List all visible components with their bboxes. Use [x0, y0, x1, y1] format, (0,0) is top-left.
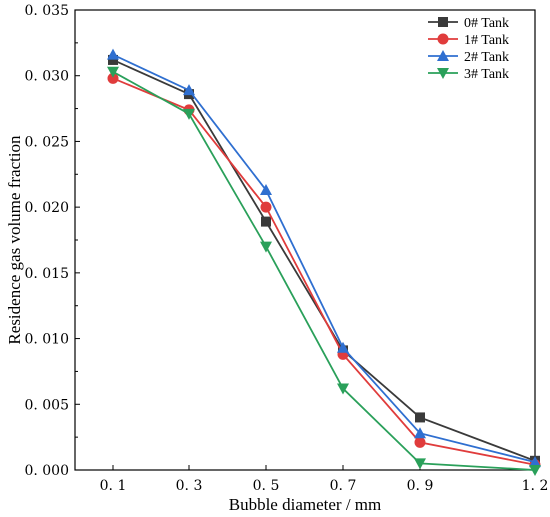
y-tick-label: 0. 015: [24, 266, 69, 282]
data-point: [107, 48, 119, 60]
series-3: [107, 66, 541, 476]
legend-item: 3# Tank: [428, 67, 509, 82]
x-axis-ticks: 0. 1 0. 3 0. 5 0. 7 0. 9 1. 2: [100, 465, 549, 494]
legend: 0# Tank 1# Tank 2# Tank 3# Tank: [428, 16, 509, 82]
y-tick-label: 0. 020: [24, 200, 69, 216]
y-axis-ticks: 0. 000 0. 005 0. 010 0. 015 0. 020 0. 025 0. 0…: [24, 3, 80, 479]
data-point: [108, 54, 118, 65]
data-point: [260, 201, 272, 213]
data-point: [414, 436, 426, 448]
data-point: [260, 241, 272, 253]
series-line: [112, 59, 536, 462]
series-0: [108, 54, 540, 466]
series-layer: [107, 48, 541, 476]
data-point: [414, 458, 426, 470]
legend-label: 0# Tank: [464, 16, 509, 31]
legend-marker: [437, 68, 449, 79]
data-point: [261, 216, 271, 227]
data-point: [529, 465, 541, 476]
series-line: [112, 70, 536, 471]
legend-label: 2# Tank: [464, 50, 509, 65]
y-tick-label: 0. 010: [24, 332, 69, 348]
series-2: [107, 48, 541, 468]
y-tick-label: 0. 005: [24, 397, 69, 413]
legend-label: 3# Tank: [464, 67, 509, 82]
series-line: [112, 53, 536, 463]
data-point: [337, 383, 349, 395]
legend-marker: [438, 17, 448, 27]
y-axis-title: Residence gas volume fraction: [5, 135, 24, 345]
legend-item: 1# Tank: [428, 33, 509, 48]
x-axis-title: Bubble diameter / mm: [229, 495, 382, 514]
x-tick-label: 1. 2: [522, 478, 549, 494]
x-tick-label: 0. 1: [100, 478, 127, 494]
data-point: [107, 66, 119, 78]
series-line: [112, 77, 536, 466]
data-point: [414, 427, 426, 439]
data-point: [337, 341, 349, 353]
x-tick-label: 0. 5: [253, 478, 280, 494]
series-1: [107, 72, 541, 471]
legend-item: 0# Tank: [428, 16, 509, 31]
y-tick-label: 0. 000: [24, 463, 69, 479]
data-point: [529, 456, 541, 468]
x-tick-label: 0. 7: [330, 478, 357, 494]
x-tick-label: 0. 9: [407, 478, 434, 494]
data-point: [107, 72, 119, 84]
legend-marker: [437, 50, 449, 61]
x-tick-label: 0. 3: [176, 478, 203, 494]
y-tick-label: 0. 025: [24, 134, 69, 150]
data-point: [183, 84, 195, 96]
legend-label: 1# Tank: [464, 33, 509, 48]
data-point: [260, 184, 272, 196]
legend-marker: [437, 33, 449, 45]
data-point: [183, 108, 195, 120]
y-tick-label: 0. 030: [24, 69, 69, 85]
legend-item: 2# Tank: [428, 50, 509, 65]
data-point: [415, 412, 425, 423]
y-tick-label: 0. 035: [24, 3, 69, 19]
